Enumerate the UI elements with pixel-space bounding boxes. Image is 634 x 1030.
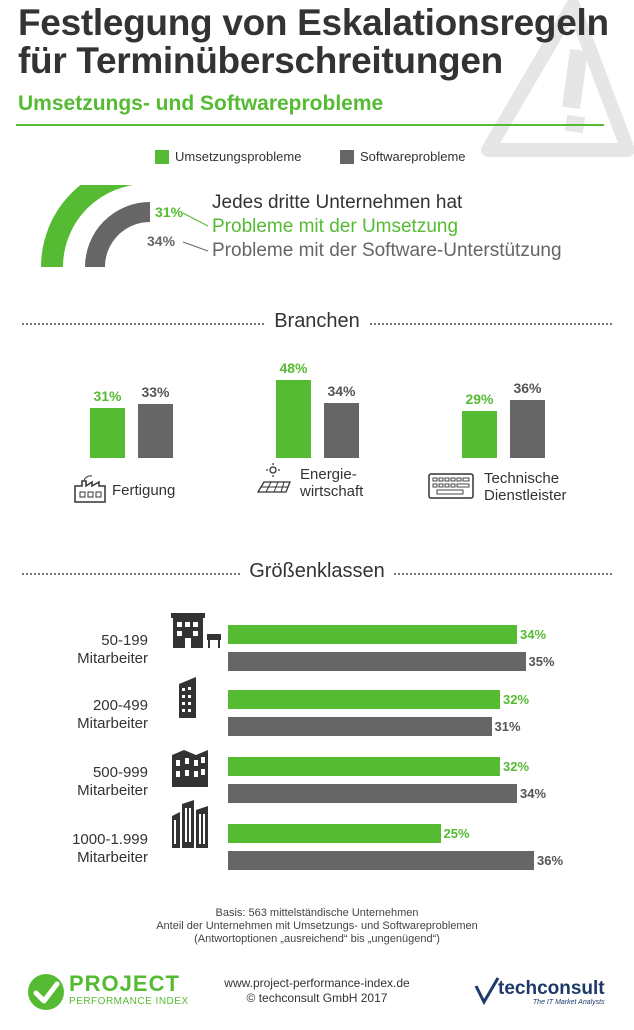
branchen-bar-umsetzung-3 — [462, 410, 497, 458]
hero-arcs — [41, 185, 209, 268]
size-bar-umsetzung-3 — [228, 757, 500, 776]
techconsult-swoosh-icon — [474, 977, 500, 1006]
branchen-category-1: Fertigung — [112, 482, 175, 499]
techconsult-tagline: The IT Market Analysts — [532, 999, 605, 1006]
hero-green-percent: 31% — [155, 204, 184, 220]
branchen-bar-software-1 — [138, 404, 173, 458]
branchen-bar-umsetzung-1 — [90, 407, 125, 458]
size-category-1-line-1: 50-199 — [101, 632, 148, 649]
legend-grey-label: Softwareprobleme — [360, 149, 466, 164]
groessen-chart: 34% 35% 50-199 Mitarbeiter 32% 31% 200-499 Mita… — [0, 610, 634, 890]
size-category-3-line-2: Mitarbeiter — [77, 782, 148, 799]
factory-icon — [74, 475, 106, 503]
branchen-category-3: Technische Dienstleister — [484, 470, 567, 504]
size-category-2-line-2: Mitarbeiter — [77, 715, 148, 732]
size-category-2: 200-499 Mitarbeiter — [44, 697, 148, 733]
footnote: Basis: 563 mittelständische Unternehmen … — [0, 907, 634, 946]
size-bar-software-2 — [228, 717, 492, 736]
branchen-category-3-line-2: Dienstleister — [484, 487, 567, 504]
checkmark-logo-icon — [28, 974, 64, 1010]
footnote-line-3: (Antwortoptionen „ausreichend“ bis „unge… — [194, 933, 440, 945]
size-category-3: 500-999 Mitarbeiter — [44, 764, 148, 800]
green-connector — [182, 212, 209, 227]
office-tower-icon — [179, 677, 196, 718]
size-value-software-3: 34% — [520, 786, 547, 801]
size-value-software-2: 31% — [494, 719, 521, 734]
size-value-umsetzung-3: 32% — [503, 759, 530, 774]
size-category-4-line-2: Mitarbeiter — [77, 849, 148, 866]
grey-arc — [85, 202, 151, 268]
branchen-bar-umsetzung-2 — [276, 380, 311, 458]
legend-green-label: Umsetzungsprobleme — [175, 149, 302, 164]
groessen-heading-wrap: Größenklassen — [0, 560, 634, 583]
size-value-umsetzung-4: 25% — [443, 826, 470, 841]
branchen-value-software-2: 34% — [327, 382, 356, 399]
page-subtitle: Umsetzungs- und Softwareprobleme — [18, 92, 384, 115]
branchen-value-software-3: 36% — [513, 379, 542, 396]
hero-line-2: Probleme mit der Umsetzung — [212, 216, 459, 237]
size-category-1-line-2: Mitarbeiter — [77, 650, 148, 667]
footer-copyright: © techconsult GmbH 2017 — [246, 991, 388, 1005]
size-bar-umsetzung-4 — [228, 824, 441, 843]
footer-center: www.project-performance-index.de © techc… — [190, 976, 444, 1006]
title-line-1: Festlegung von Eskalationsregeln — [18, 2, 609, 43]
branchen-category-3-line-1: Technische — [484, 470, 560, 487]
footnote-line-2: Anteil der Unternehmen mit Umsetzungs- u… — [156, 920, 478, 932]
warning-triangle-icon — [481, 0, 634, 157]
page-title: Festlegung von Eskalationsregeln für Ter… — [18, 4, 609, 80]
size-category-2-line-1: 200-499 — [92, 697, 148, 714]
branchen-value-software-1: 33% — [141, 384, 170, 401]
title-line-2: für Terminüberschreitungen — [18, 40, 503, 81]
size-bar-umsetzung-2 — [228, 690, 500, 709]
size-category-4-line-1: 1000-1.999 — [72, 831, 148, 848]
green-arc — [41, 185, 134, 268]
size-value-software-1: 35% — [528, 654, 555, 669]
office-block-icon — [172, 750, 208, 787]
branchen-value-umsetzung-3: 29% — [465, 390, 494, 407]
size-value-software-4: 36% — [537, 853, 564, 868]
legend-grey-swatch — [340, 150, 354, 164]
branchen-bar-software-3 — [510, 399, 545, 458]
ppi-logo-line-2: PERFORMANCE INDEX — [69, 996, 189, 1007]
footnote-line-1: Basis: 563 mittelständische Unternehmen — [215, 907, 419, 919]
size-bar-software-1 — [228, 652, 526, 671]
grey-connector — [182, 241, 209, 252]
branchen-value-umsetzung-1: 31% — [93, 387, 122, 404]
legend-green-swatch — [155, 150, 169, 164]
ppi-logo-text: PROJECT PERFORMANCE INDEX — [69, 971, 189, 1008]
branchen-bar-software-2 — [324, 402, 359, 458]
size-bar-software-4 — [228, 851, 534, 870]
branchen-category-2-line-1: Energie- — [300, 466, 357, 483]
hero-line-1: Jedes dritte Unternehmen hat — [212, 192, 463, 213]
size-bar-umsetzung-1 — [228, 625, 517, 644]
small-building-icon — [171, 613, 221, 648]
size-bar-software-3 — [228, 784, 517, 803]
size-category-1: 50-199 Mitarbeiter — [44, 632, 148, 668]
branchen-category-1-line-1: Fertigung — [112, 482, 176, 499]
branchen-heading: Branchen — [266, 310, 368, 332]
branchen-heading-wrap: Branchen — [0, 310, 634, 333]
size-value-umsetzung-1: 34% — [520, 627, 547, 642]
branchen-value-umsetzung-2: 48% — [279, 360, 308, 376]
size-category-4: 1000-1.999 Mitarbeiter — [44, 831, 148, 867]
skyscraper-group-icon — [172, 800, 208, 848]
branchen-category-2-line-2: wirtschaft — [300, 483, 364, 500]
groessen-heading: Größenklassen — [241, 560, 393, 582]
solar-panel-icon — [256, 463, 291, 493]
size-value-umsetzung-2: 32% — [503, 692, 530, 707]
branchen-category-2: Energie-wirtschaft — [300, 466, 363, 500]
hero-line-3: Probleme mit der Software-Unterstützung — [212, 240, 562, 261]
keyboard-icon — [428, 473, 474, 499]
branchen-chart: 31% 33% Fertigung 48% 34% Energie-wirtschaft 2… — [0, 340, 634, 520]
footer-url: www.project-performance-index.de — [224, 976, 410, 990]
ppi-logo-line-1: PROJECT — [69, 971, 180, 996]
size-category-3-line-1: 500-999 — [92, 764, 148, 781]
hero-grey-percent: 34% — [147, 233, 176, 249]
techconsult-brand: techconsult — [498, 978, 605, 999]
title-underline — [16, 124, 604, 126]
techconsult-logo: techconsult The IT Market Analysts — [498, 978, 605, 1007]
